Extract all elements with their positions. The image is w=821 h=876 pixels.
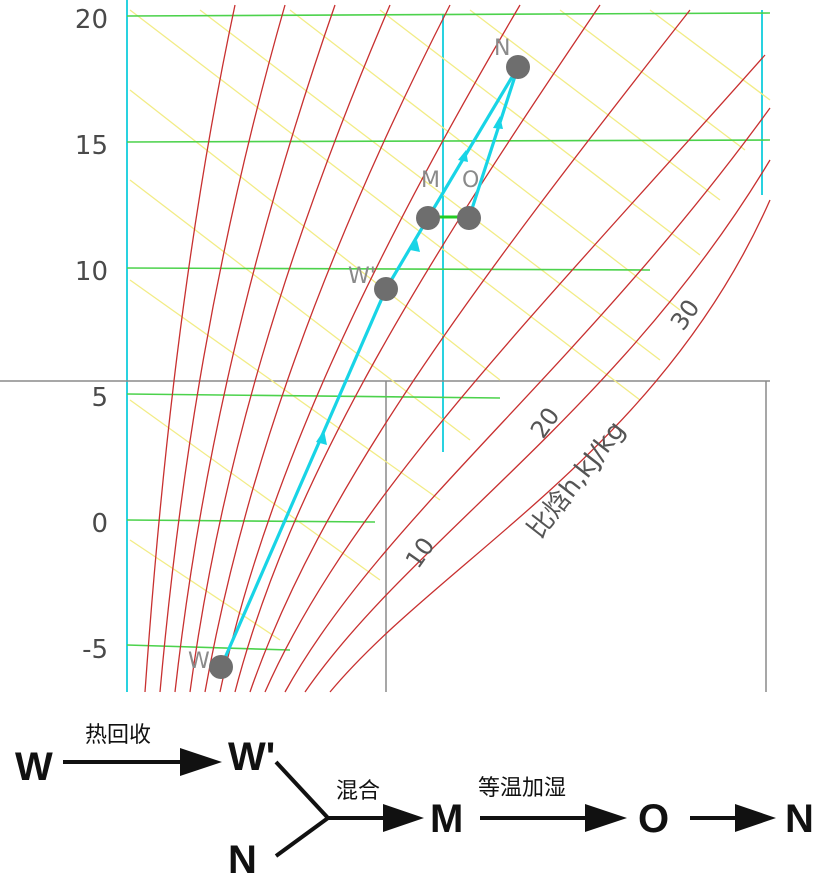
humidity-curves [144,4,771,693]
flow-merge-upper [274,760,330,820]
process-path [219,66,520,668]
point-w-prime [374,277,398,301]
point-m [416,206,440,230]
flow-step-isothermal-humidification: 等温加湿 [478,776,566,801]
flow-arrowhead-4 [735,804,776,832]
enthalpy-labels: 10 20 30 比焓h,kJ/kg [400,294,705,573]
flow-node-n-end: N [785,797,814,841]
y-tick-minus-5: -5 [82,635,108,665]
y-tick-5: 5 [91,383,108,413]
y-tick-10: 10 [75,257,108,287]
point-label-m: M [421,168,440,193]
process-line-m-to-n [426,66,520,219]
flow-arrowhead-1 [180,748,222,776]
point-label-w-prime: W' [348,264,376,289]
y-tick-20: 20 [75,5,108,35]
process-line-o-to-n [467,66,520,219]
enthalpy-tick-10: 10 [400,532,440,573]
flow-arrow-1 [316,430,327,445]
point-n [506,55,530,79]
y-tick-0: 0 [91,509,108,539]
flow-arrowhead-2 [383,804,424,832]
flow-arrowhead-3 [585,804,627,832]
flow-step-heat-recovery: 热回收 [85,723,151,748]
point-label-w: W [188,649,210,674]
enthalpy-tick-20: 20 [525,402,565,443]
point-label-n: N [494,36,510,61]
flow-node-n: N [228,838,257,876]
flow-node-w-prime: W' [228,735,275,779]
flow-node-m: M [430,797,463,841]
flow-arrow-3 [458,150,468,162]
temperature-lines [126,12,771,651]
flow-arrow-4 [493,116,503,129]
flow-node-o: O [638,797,669,841]
flow-step-mixing: 混合 [336,779,380,804]
y-tick-15: 15 [75,131,108,161]
flow-node-w: W [15,745,53,789]
y-axis-ticks: 20 15 10 5 0 -5 [75,5,108,665]
state-points: N M O W' W [188,36,530,679]
flow-merge-lower [274,816,330,858]
point-o [457,206,481,230]
chart-frame [0,0,770,692]
point-w [209,655,233,679]
enthalpy-lines [129,9,771,641]
process-flow: W 热回收 W' N 混合 M 等温加湿 O N [15,723,814,876]
point-label-o: O [462,168,479,193]
process-line-w-to-wprime [219,288,388,668]
process-line-wprime-to-m [384,217,430,290]
flow-arrow-2 [410,240,420,252]
